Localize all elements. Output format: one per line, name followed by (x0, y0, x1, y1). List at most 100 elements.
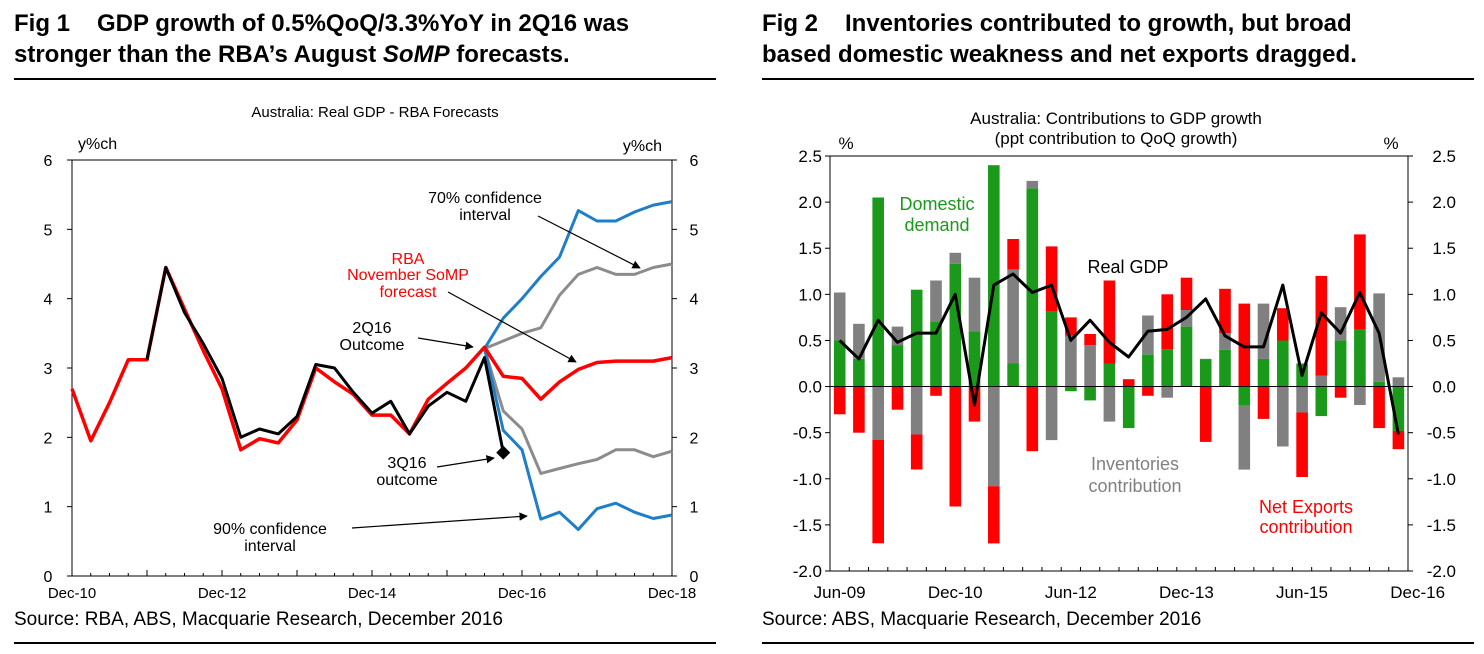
bar-inventories-contribution (872, 386, 884, 441)
q3-label-line1: 3Q16 (387, 455, 426, 472)
bar-inventories-contribution (1334, 307, 1347, 341)
bar-domestic-demand (1007, 363, 1019, 387)
bar-net-exports-contribution (1219, 288, 1231, 334)
bar-inventories-contribution (1103, 386, 1116, 422)
bar-domestic-demand (1373, 381, 1385, 387)
y-tick-label-left: 3 (44, 361, 53, 378)
y-tick-label-left: 0 (44, 569, 53, 586)
bar-domestic-demand (1354, 329, 1366, 387)
netexports-label-line1: Net Exports (1259, 497, 1353, 517)
bar-domestic-demand (1142, 354, 1154, 387)
fig1-panel: Fig 1 GDP growth of 0.5%QoQ/3.3%YoY in 2Q… (0, 0, 722, 654)
bar-inventories-contribution (1084, 345, 1096, 387)
bar-inventories-contribution (1045, 386, 1058, 441)
bar-net-exports-contribution (1199, 386, 1212, 442)
bar-net-exports-contribution (1103, 280, 1116, 364)
y-tick-label-left: 2 (44, 430, 53, 447)
bar-inventories-contribution (1238, 405, 1251, 470)
bar-net-exports-contribution (1007, 239, 1019, 270)
rba-label-line1: RBA (392, 251, 425, 268)
y-tick-label-right: 2.5 (1432, 147, 1456, 166)
chart2-gdp-line (838, 272, 1400, 435)
bar-net-exports-contribution (1161, 294, 1173, 350)
bar-net-exports-contribution (1026, 386, 1039, 452)
bar-net-exports-contribution (1238, 303, 1251, 387)
fig2-title-line2: based domestic weakness and net exports … (762, 41, 1357, 68)
fig2-title: Fig 2 Inventories contributed to growth, … (762, 8, 1478, 70)
bar-domestic-demand (1238, 386, 1251, 405)
fig2-number: Fig 2 (762, 10, 819, 37)
bar-domestic-demand (853, 358, 865, 387)
fig2-source: Source: ABS, Macquarie Research, Decembe… (762, 609, 1202, 630)
y-tick-label-left: -1.0 (793, 470, 822, 489)
bar-net-exports-contribution (988, 486, 1000, 544)
bar-net-exports-contribution (930, 386, 942, 396)
x-tick-label: Dec-10 (928, 583, 983, 602)
bar-inventories-contribution (833, 292, 846, 341)
chart2-ticks: 2.5 2.5 2.0 2.0 1.5 1.5 1.0 1.0 0.5 0.5 0.0 0.0 -0.5… (793, 147, 1456, 581)
chart2-ylabel-left: % (838, 134, 853, 153)
bar-inventories-contribution (1142, 315, 1154, 355)
fig2-top-rule (762, 78, 1474, 80)
q3-arrow (436, 455, 495, 468)
y-tick-label-right: -1.5 (1427, 516, 1456, 535)
y-tick-label-right: 2.0 (1432, 193, 1456, 212)
bar-domestic-demand (1161, 349, 1173, 387)
bar-inventories-contribution (930, 280, 942, 322)
fig2-chart: Australia: Contributions to GDP growth (… (793, 109, 1456, 602)
q3-label-line2: outcome (376, 472, 437, 489)
series-line-70-lower (483, 348, 673, 475)
y-tick-label-right: -2.0 (1427, 562, 1456, 581)
bar-net-exports-contribution (1373, 386, 1385, 429)
chart2-title-line1: Australia: Contributions to GDP growth (970, 109, 1262, 128)
y-tick-label-left: 6 (44, 153, 53, 170)
fig1-title-line1: GDP growth of 0.5%QoQ/3.3%YoY in 2Q16 wa… (97, 10, 630, 37)
bar-domestic-demand (1257, 358, 1270, 387)
y-tick-label-left: -0.5 (793, 424, 822, 443)
series-line-70-upper (483, 262, 673, 350)
y-tick-label-right: 4 (690, 292, 699, 309)
y-tick-label-right: 3 (690, 361, 699, 378)
bar-inventories-contribution (1026, 180, 1039, 189)
chart2-ylabel-right: % (1383, 134, 1398, 153)
bar-inventories-contribution (1277, 386, 1289, 447)
y-tick-label-left: 1.5 (798, 239, 822, 258)
bar-inventories-contribution (853, 323, 865, 359)
bar-domestic-demand (891, 345, 904, 387)
fig1-top-rule (14, 78, 716, 80)
y-tick-label-right: -1.0 (1427, 470, 1456, 489)
x-tick-label: Dec-14 (348, 585, 396, 602)
bar-inventories-contribution (1354, 386, 1366, 405)
bar-domestic-demand (930, 322, 942, 387)
fig2-bottom-rule (762, 642, 1474, 644)
bar-inventories-contribution (1219, 333, 1231, 350)
chart2-title-line2: (ppt contribution to QoQ growth) (995, 129, 1238, 148)
chart1-xlabels: Dec-10 Dec-12 Dec-14 Dec-16 Dec-18 (48, 585, 696, 602)
y-tick-label-right: 1.0 (1432, 285, 1456, 304)
ci70-arrow (537, 215, 641, 269)
y-tick-label-left: 4 (44, 292, 53, 309)
bar-net-exports-contribution (1315, 275, 1328, 376)
y-tick-label-left: 0.5 (798, 331, 822, 350)
bar-inventories-contribution (1161, 386, 1173, 398)
y-tick-label-left: 1 (44, 500, 53, 517)
ci90-arrow (351, 512, 528, 529)
y-tick-label-left: 5 (44, 222, 53, 239)
chart1-ylabel-left: y%ch (78, 136, 117, 153)
series-line-gdp-outcome (145, 266, 505, 453)
series-line-90-lower (483, 348, 673, 531)
y-tick-label-right: -0.5 (1427, 424, 1456, 443)
x-tick-label: Jun-12 (1045, 583, 1097, 602)
rba-label-line2: November SoMP (347, 267, 469, 284)
bar-inventories-contribution (1257, 303, 1270, 359)
y-tick-label-right: 1.5 (1432, 239, 1456, 258)
inventories-label-line2: contribution (1088, 476, 1181, 496)
bar-domestic-demand (1392, 386, 1405, 431)
ci90-label-line2: interval (244, 538, 296, 555)
bar-net-exports-contribution (949, 386, 962, 507)
x-tick-label: Dec-16 (498, 585, 546, 602)
bar-net-exports-contribution (853, 386, 865, 433)
bar-domestic-demand (1315, 386, 1328, 417)
bar-net-exports-contribution (1122, 379, 1135, 387)
bar-net-exports-contribution (1084, 334, 1096, 346)
